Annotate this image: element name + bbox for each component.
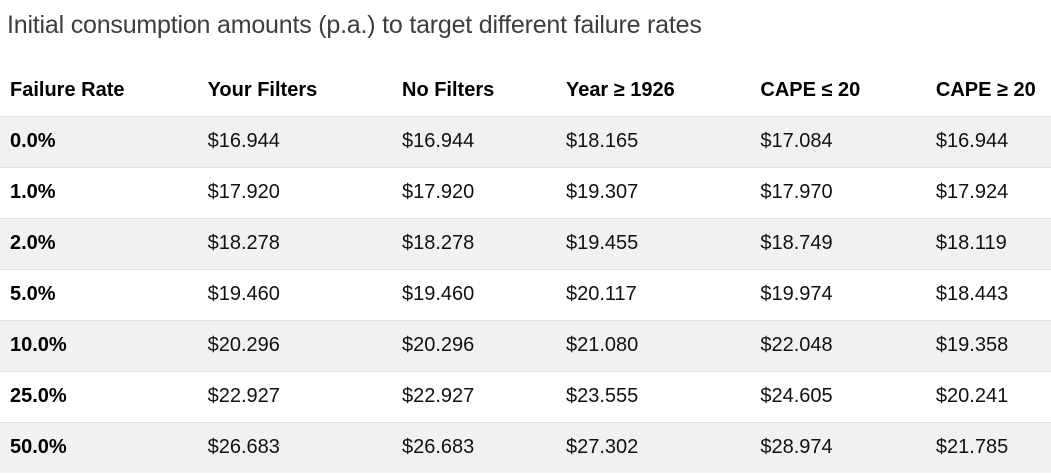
amount-cell: $16.944: [402, 130, 475, 153]
header-row: Failure Rate Your Filters No Filters Year ≥…: [0, 65, 1051, 117]
failure-rate-cell: 0.0%: [10, 130, 56, 153]
amount-cell: $26.683: [207, 436, 280, 459]
table-row: 10.0% $20.296 $20.296 $21.080 $22.048 $19.358: [0, 320, 1051, 372]
table-row: 2.0% $18.278 $18.278 $19.455 $18.749 $18.119: [0, 218, 1051, 270]
amount-cell: $18.119: [935, 232, 1007, 255]
table-row: 1.0% $17.920 $17.920 $19.307 $17.970 $17.924: [0, 167, 1051, 219]
column-header-3: Year ≥ 1926: [555, 65, 751, 117]
column-header-5: CAPE ≥ 20: [925, 65, 1051, 117]
amount-cell: $19.460: [207, 283, 280, 306]
failure-rate-cell: 1.0%: [10, 181, 56, 204]
amount-cell: $19.455: [565, 232, 639, 255]
failure-rate-cell: 10.0%: [10, 334, 67, 357]
table-row: 5.0% $19.460 $19.460 $20.117 $19.974 $18.443: [0, 269, 1051, 321]
amount-cell: $18.443: [935, 283, 1009, 306]
amount-cell: $18.749: [760, 232, 833, 255]
failure-rate-cell: 50.0%: [10, 436, 67, 459]
page-title: Initial consumption amounts (p.a.) to ta…: [7, 11, 702, 39]
table-body: 0.0% $16.944 $16.944 $18.165 $17.084 $16.944 1…: [0, 116, 1051, 474]
amount-cell: $20.117: [565, 283, 637, 306]
amount-cell: $19.460: [402, 283, 475, 306]
amount-cell: $23.555: [565, 385, 639, 408]
failure-rate-cell: 2.0%: [10, 232, 56, 255]
amount-cell: $21.080: [565, 334, 639, 357]
amount-cell: $19.974: [760, 283, 833, 306]
amount-cell: $17.920: [207, 181, 280, 204]
failure-rate-table: Failure Rate Your Filters No Filters Year ≥…: [0, 65, 1051, 474]
amount-cell: $21.785: [935, 436, 1009, 459]
failure-rate-cell: 5.0%: [10, 283, 56, 306]
amount-cell: $18.278: [402, 232, 475, 255]
amount-cell: $16.944: [935, 130, 1009, 153]
amount-cell: $24.605: [760, 385, 833, 408]
table-row: 50.0% $26.683 $26.683 $27.302 $28.974 $21.785: [0, 422, 1051, 474]
amount-cell: $17.924: [935, 181, 1009, 204]
amount-cell: $22.927: [207, 385, 280, 408]
column-header-2: No Filters: [392, 65, 556, 117]
column-header-0: Failure Rate: [0, 65, 198, 117]
amount-cell: $26.683: [402, 436, 475, 459]
table-row: 25.0% $22.927 $22.927 $23.555 $24.605 $20.241: [0, 371, 1051, 423]
amount-cell: $17.920: [402, 181, 475, 204]
amount-cell: $20.241: [935, 385, 1009, 408]
amount-cell: $17.084: [760, 130, 833, 153]
amount-cell: $16.944: [207, 130, 280, 153]
amount-cell: $20.296: [402, 334, 475, 357]
amount-cell: $19.307: [565, 181, 639, 204]
amount-cell: $20.296: [207, 334, 280, 357]
table-row: 0.0% $16.944 $16.944 $18.165 $17.084 $16.944: [0, 116, 1051, 168]
table-header: Failure Rate Your Filters No Filters Year ≥…: [0, 65, 1051, 117]
amount-cell: $22.927: [402, 385, 475, 408]
failure-rate-cell: 25.0%: [10, 385, 67, 408]
amount-cell: $28.974: [760, 436, 833, 459]
amount-cell: $17.970: [760, 181, 833, 204]
column-header-1: Your Filters: [197, 65, 392, 117]
amount-cell: $18.278: [207, 232, 280, 255]
amount-cell: $22.048: [760, 334, 833, 357]
column-header-4: CAPE ≤ 20: [750, 65, 926, 117]
amount-cell: $18.165: [565, 130, 639, 153]
amount-cell: $27.302: [565, 436, 639, 459]
amount-cell: $19.358: [935, 334, 1009, 357]
